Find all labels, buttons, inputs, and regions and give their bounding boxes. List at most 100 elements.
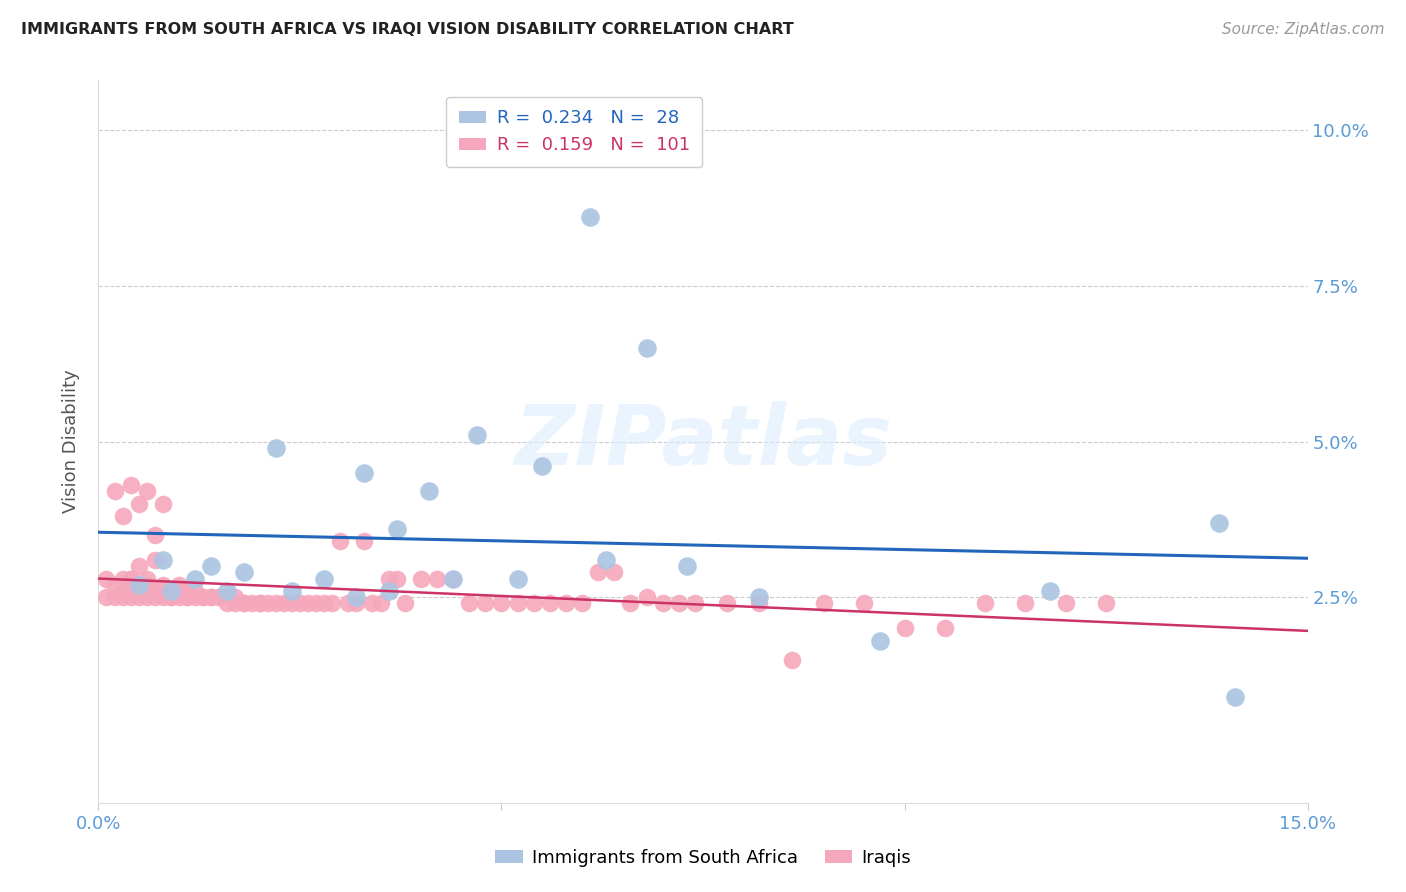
Text: ZIPatlas: ZIPatlas xyxy=(515,401,891,482)
Point xyxy=(135,578,157,592)
Point xyxy=(135,484,157,499)
Point xyxy=(409,572,432,586)
Point xyxy=(288,597,311,611)
Point xyxy=(200,591,222,605)
Point xyxy=(128,578,150,592)
Point xyxy=(813,597,835,611)
Point xyxy=(1039,584,1062,599)
Point xyxy=(853,597,876,611)
Point xyxy=(208,591,231,605)
Point xyxy=(232,597,254,611)
Point xyxy=(120,478,142,492)
Point xyxy=(377,572,399,586)
Point xyxy=(224,591,246,605)
Point xyxy=(217,597,239,611)
Point xyxy=(619,597,641,611)
Point xyxy=(1095,597,1118,611)
Point xyxy=(264,597,287,611)
Point xyxy=(603,566,626,580)
Point xyxy=(135,572,157,586)
Point xyxy=(152,553,174,567)
Point xyxy=(370,597,392,611)
Point xyxy=(160,591,183,605)
Point xyxy=(176,591,198,605)
Point xyxy=(281,584,304,599)
Point xyxy=(224,597,246,611)
Point xyxy=(217,584,239,599)
Point xyxy=(143,528,166,542)
Point xyxy=(103,591,125,605)
Point xyxy=(264,441,287,455)
Point xyxy=(441,572,464,586)
Point xyxy=(353,466,375,480)
Point xyxy=(200,591,222,605)
Point xyxy=(103,578,125,592)
Point xyxy=(361,597,384,611)
Point xyxy=(321,597,343,611)
Point xyxy=(249,597,271,611)
Point xyxy=(232,597,254,611)
Point xyxy=(458,597,481,611)
Point xyxy=(506,597,529,611)
Point xyxy=(716,597,738,611)
Point xyxy=(184,572,207,586)
Y-axis label: Vision Disability: Vision Disability xyxy=(62,369,80,514)
Point xyxy=(217,591,239,605)
Point xyxy=(103,484,125,499)
Point xyxy=(128,591,150,605)
Point xyxy=(636,591,658,605)
Point xyxy=(96,591,118,605)
Point xyxy=(167,578,190,592)
Point xyxy=(128,497,150,511)
Point xyxy=(394,597,416,611)
Point xyxy=(1223,690,1246,704)
Point xyxy=(586,566,609,580)
Point xyxy=(893,621,915,635)
Legend: Immigrants from South Africa, Iraqis: Immigrants from South Africa, Iraqis xyxy=(488,842,918,874)
Point xyxy=(135,591,157,605)
Point xyxy=(1054,597,1077,611)
Point xyxy=(143,584,166,599)
Point xyxy=(176,584,198,599)
Point xyxy=(418,484,440,499)
Point xyxy=(120,591,142,605)
Point xyxy=(683,597,706,611)
Text: IMMIGRANTS FROM SOUTH AFRICA VS IRAQI VISION DISABILITY CORRELATION CHART: IMMIGRANTS FROM SOUTH AFRICA VS IRAQI VI… xyxy=(21,22,794,37)
Point xyxy=(571,597,593,611)
Point xyxy=(111,584,134,599)
Point xyxy=(426,572,449,586)
Point xyxy=(193,591,215,605)
Point xyxy=(152,591,174,605)
Point xyxy=(143,591,166,605)
Point xyxy=(314,597,336,611)
Point xyxy=(506,572,529,586)
Point xyxy=(377,584,399,599)
Point xyxy=(530,459,553,474)
Point xyxy=(160,591,183,605)
Point xyxy=(385,522,408,536)
Point xyxy=(474,597,496,611)
Point xyxy=(143,553,166,567)
Point xyxy=(160,584,183,599)
Point xyxy=(314,572,336,586)
Point xyxy=(152,578,174,592)
Point xyxy=(595,553,617,567)
Point xyxy=(579,211,602,225)
Point xyxy=(152,497,174,511)
Point xyxy=(344,597,367,611)
Point xyxy=(651,597,673,611)
Point xyxy=(120,572,142,586)
Point xyxy=(337,597,360,611)
Point xyxy=(465,428,488,442)
Point xyxy=(167,591,190,605)
Text: Source: ZipAtlas.com: Source: ZipAtlas.com xyxy=(1222,22,1385,37)
Legend: R =  0.234   N =  28, R =  0.159   N =  101: R = 0.234 N = 28, R = 0.159 N = 101 xyxy=(446,96,703,167)
Point xyxy=(281,597,304,611)
Point xyxy=(128,559,150,574)
Point xyxy=(441,572,464,586)
Point xyxy=(249,597,271,611)
Point xyxy=(111,572,134,586)
Point xyxy=(193,591,215,605)
Point xyxy=(934,621,956,635)
Point xyxy=(974,597,997,611)
